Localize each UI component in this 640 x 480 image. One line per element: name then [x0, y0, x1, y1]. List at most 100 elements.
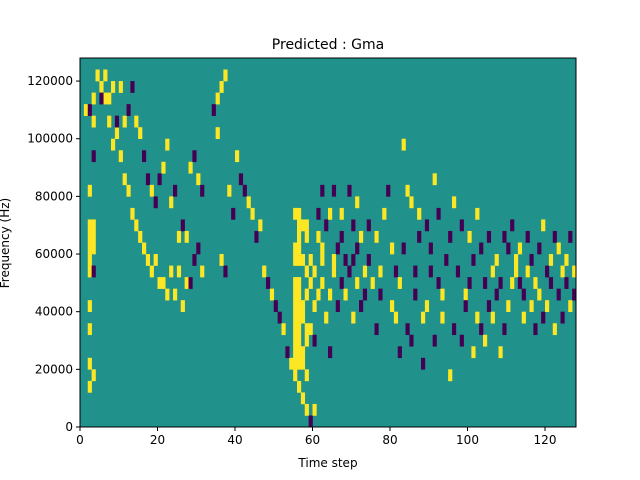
heatmap-cell — [262, 265, 267, 278]
heatmap-cell — [359, 230, 364, 243]
heatmap-cell — [300, 311, 306, 324]
heatmap-cell — [572, 265, 577, 278]
heatmap-cell — [91, 150, 96, 163]
heatmap-cell — [436, 207, 441, 220]
heatmap-cell — [428, 242, 433, 255]
heatmap-cell — [331, 254, 337, 266]
heatmap-cell — [300, 254, 306, 266]
heatmap-cell — [223, 69, 228, 82]
heatmap-cell — [471, 254, 476, 266]
heatmap-cell — [467, 230, 472, 243]
heatmap-cell — [300, 300, 306, 312]
heatmap-cell — [537, 288, 542, 301]
heatmap-cell — [293, 346, 298, 359]
heatmap-cell — [188, 277, 193, 289]
heatmap-cell — [91, 242, 96, 255]
heatmap-cell — [293, 369, 298, 382]
heatmap-cell — [498, 346, 503, 359]
heatmap-cell — [362, 288, 368, 301]
heatmap-cell — [293, 323, 298, 336]
heatmap-cell — [134, 115, 139, 128]
heatmap-cell — [215, 92, 220, 105]
heatmap-cell — [525, 230, 530, 243]
heatmap-cell — [471, 346, 476, 359]
heatmap-cell — [393, 311, 399, 324]
heatmap-cell — [215, 127, 220, 140]
y-tick-label: 120000 — [27, 74, 73, 88]
heatmap-cell — [173, 184, 178, 197]
heatmap-cell — [541, 219, 546, 232]
heatmap-cell — [355, 196, 360, 209]
heatmap-cell — [390, 300, 395, 312]
heatmap-cell — [300, 346, 306, 359]
heatmap-cell — [87, 104, 92, 116]
heatmap-cell — [397, 346, 402, 359]
heatmap-cell — [424, 219, 430, 232]
heatmap-cell — [266, 277, 271, 289]
heatmap-cell — [130, 81, 135, 93]
heatmap-cell — [118, 150, 123, 163]
heatmap-cell — [308, 254, 313, 266]
heatmap-cell — [506, 242, 511, 255]
heatmap-cell — [83, 104, 89, 116]
heatmap-cell — [184, 277, 189, 289]
heatmap-cell — [409, 196, 414, 209]
heatmap-cell — [122, 115, 127, 128]
heatmap-cell — [157, 173, 162, 186]
heatmap-cell — [304, 403, 309, 416]
heatmap-cell — [401, 138, 406, 151]
plot-frame — [79, 57, 577, 428]
heatmap-cell — [533, 277, 538, 289]
heatmap-cell — [382, 207, 387, 220]
heatmap-cell — [568, 300, 573, 312]
heatmap-cell — [359, 300, 364, 312]
heatmap-cell — [293, 207, 298, 220]
heatmap-cell — [506, 300, 511, 312]
x-tick-label: 100 — [456, 433, 479, 447]
heatmap-cell — [153, 196, 158, 209]
heatmap-cell — [130, 207, 135, 220]
heatmap-cell — [173, 288, 178, 301]
heatmap-cell — [428, 265, 433, 278]
heatmap-cell — [145, 173, 151, 186]
heatmap-cell — [87, 184, 92, 197]
heatmap-cell — [145, 254, 151, 266]
heatmap-cell — [362, 265, 368, 278]
heatmap-cell — [297, 357, 302, 370]
heatmap-cell — [111, 81, 116, 93]
heatmap-cell — [521, 311, 526, 324]
heatmap-cell — [297, 380, 302, 393]
heatmap-cell — [99, 92, 104, 105]
heatmap-cell — [413, 288, 418, 301]
heatmap-cell — [91, 230, 96, 243]
heatmap-cell — [397, 277, 402, 289]
heatmap-cell — [355, 242, 360, 255]
heatmap-cell — [304, 230, 309, 243]
heatmap-cell — [149, 184, 154, 197]
heatmap-cell — [401, 242, 406, 255]
heatmap-cell — [196, 173, 201, 186]
heatmap-cell — [386, 184, 391, 197]
heatmap-cell — [91, 219, 96, 232]
heatmap-cell — [312, 300, 317, 312]
heatmap-cell — [169, 265, 174, 278]
heatmap-cell — [134, 219, 139, 232]
heatmap-cell — [556, 242, 561, 255]
heatmap-cell — [448, 369, 453, 382]
heatmap-cell — [300, 219, 306, 232]
heatmap-cell — [390, 242, 395, 255]
heatmap-cell — [293, 242, 298, 255]
heatmap-cell — [297, 254, 302, 266]
heatmap-cell — [184, 230, 189, 243]
heatmap-cell — [297, 334, 302, 347]
heatmap-cell — [126, 184, 131, 197]
heatmap-cell — [107, 92, 112, 105]
heatmap-cell — [440, 288, 445, 301]
heatmap-cell — [87, 219, 92, 232]
heatmap-cell — [370, 277, 375, 289]
heatmap-cell — [421, 311, 426, 324]
y-tick-label: 0 — [65, 420, 73, 434]
heatmap-cell — [176, 230, 182, 243]
y-tick-label: 60000 — [35, 247, 73, 261]
